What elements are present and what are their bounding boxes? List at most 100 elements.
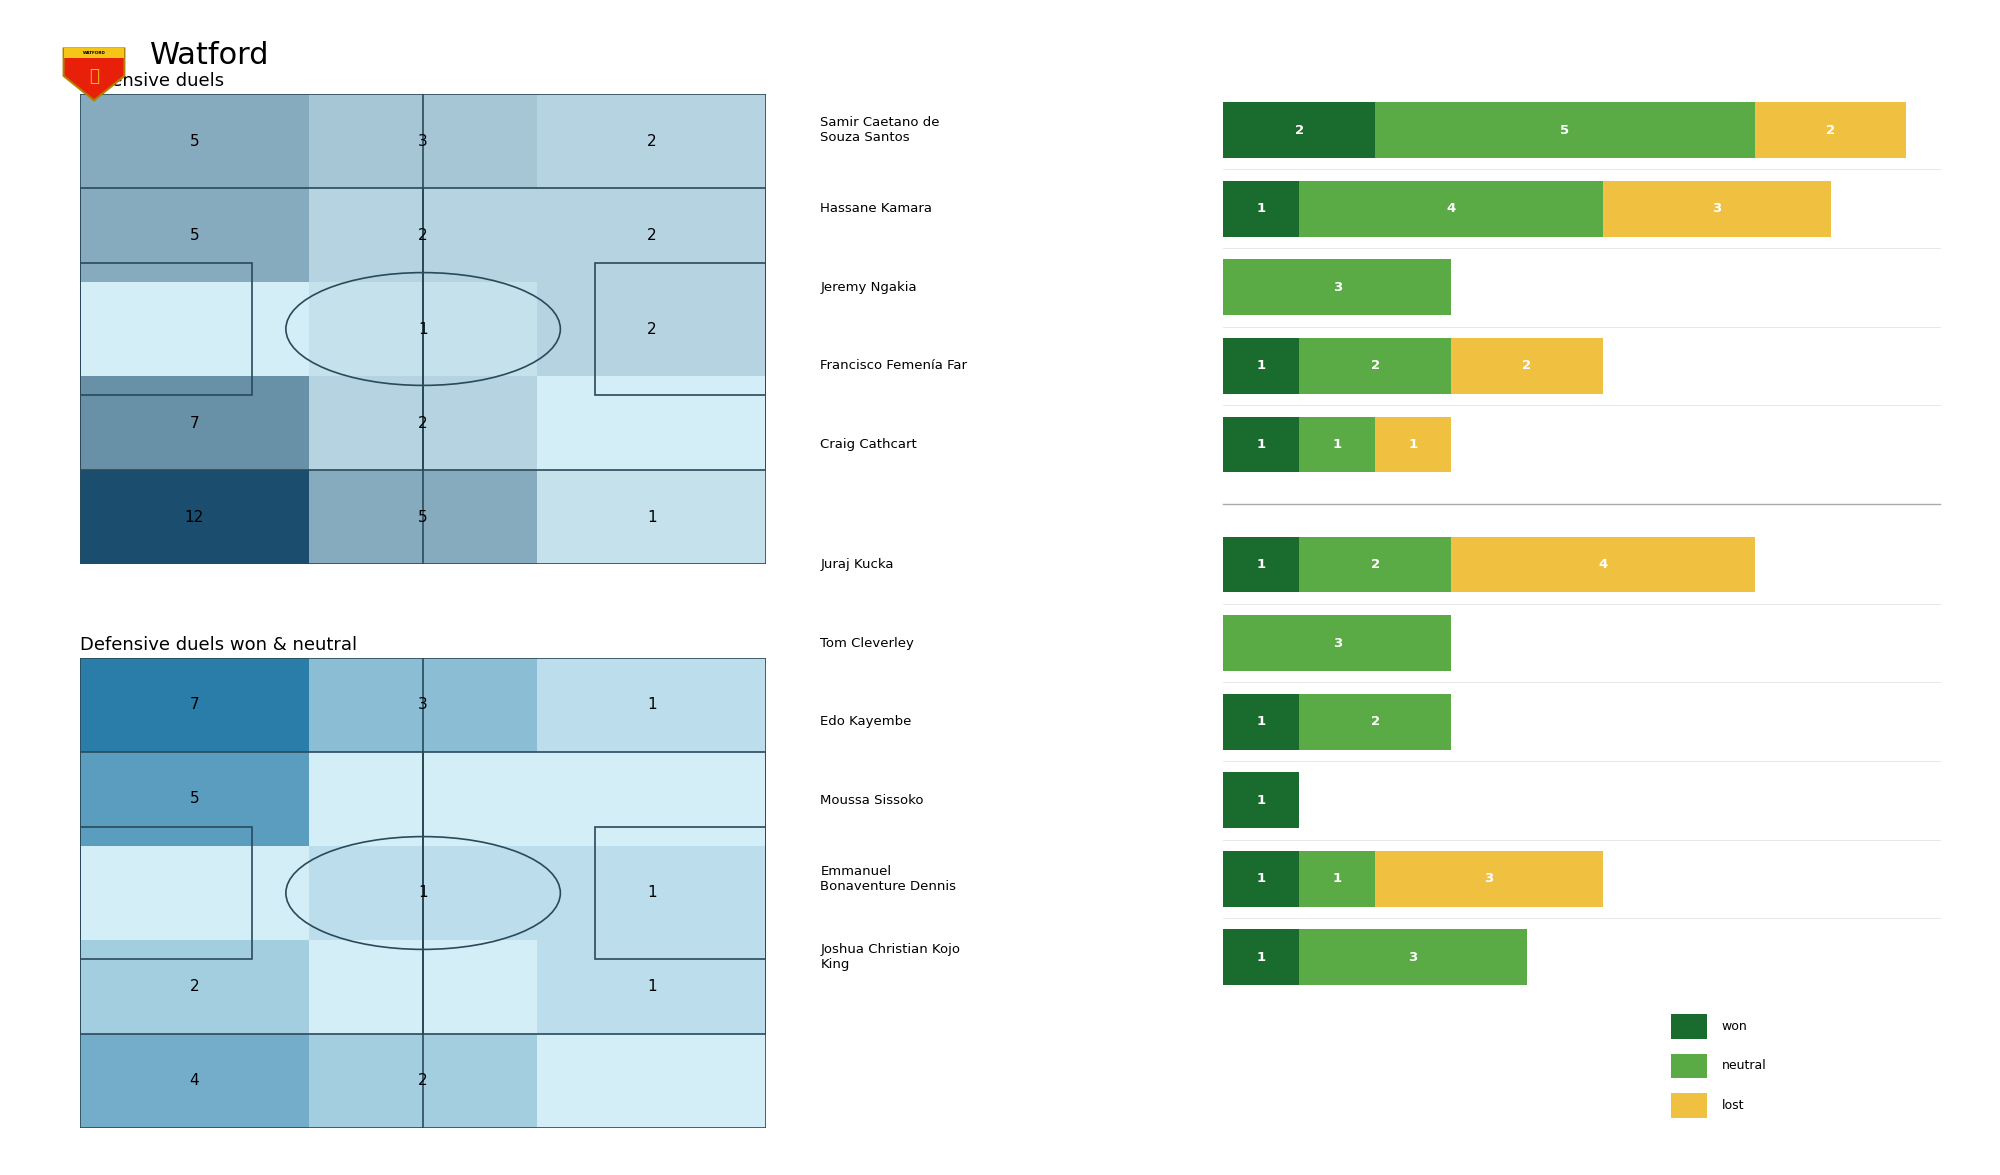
Text: 2: 2: [418, 1074, 428, 1088]
Bar: [594, 827, 766, 959]
Bar: [1300, 417, 1376, 472]
Bar: [1376, 417, 1452, 472]
Text: 5: 5: [190, 228, 200, 242]
Bar: [424, 188, 766, 470]
Text: 1: 1: [648, 886, 656, 900]
Bar: [538, 188, 766, 282]
Bar: [538, 940, 766, 1034]
Polygon shape: [64, 48, 124, 100]
Text: Hassane Kamara: Hassane Kamara: [820, 202, 932, 215]
Bar: [308, 376, 538, 470]
Text: 3: 3: [1332, 637, 1342, 650]
Bar: [1452, 338, 1602, 394]
Text: won: won: [1722, 1020, 1748, 1033]
Bar: [538, 846, 766, 940]
Bar: [80, 846, 308, 940]
Text: 1: 1: [1256, 872, 1266, 885]
Text: 3: 3: [1712, 202, 1722, 215]
Bar: [80, 752, 308, 846]
Bar: [1300, 851, 1376, 907]
Bar: [308, 188, 538, 282]
Text: lost: lost: [1722, 1099, 1744, 1112]
Text: 1: 1: [648, 510, 656, 524]
Text: 7: 7: [190, 416, 200, 430]
Bar: [1754, 102, 1906, 159]
Bar: [80, 282, 308, 376]
Bar: [308, 752, 538, 846]
Bar: [538, 470, 766, 564]
Bar: [1300, 693, 1452, 750]
Text: Francisco Femenía Far: Francisco Femenía Far: [820, 360, 968, 372]
Bar: [80, 188, 424, 470]
Text: 1: 1: [1256, 951, 1266, 963]
Bar: [80, 1034, 308, 1128]
Bar: [1376, 102, 1754, 159]
Bar: [80, 940, 308, 1034]
Bar: [308, 940, 538, 1034]
Bar: [1672, 1014, 1708, 1039]
Bar: [424, 752, 766, 1034]
Text: 12: 12: [184, 510, 204, 524]
Text: 1: 1: [1256, 438, 1266, 451]
Text: 4: 4: [1446, 202, 1456, 215]
Bar: [1224, 181, 1300, 236]
Bar: [1672, 1093, 1708, 1117]
Bar: [1224, 616, 1452, 671]
Text: 3: 3: [418, 134, 428, 148]
Bar: [1300, 181, 1602, 236]
Bar: [1224, 417, 1300, 472]
Bar: [1224, 102, 1376, 159]
Bar: [594, 263, 766, 395]
Bar: [308, 658, 538, 752]
Text: 5: 5: [418, 510, 428, 524]
Bar: [1602, 181, 1830, 236]
Bar: [538, 94, 766, 188]
Text: 1: 1: [1256, 360, 1266, 372]
Text: 1: 1: [648, 698, 656, 712]
Text: 2: 2: [418, 228, 428, 242]
Bar: [80, 94, 308, 188]
Bar: [1376, 851, 1602, 907]
Text: Juraj Kucka: Juraj Kucka: [820, 558, 894, 571]
Text: 1: 1: [1256, 202, 1266, 215]
Text: 1: 1: [418, 886, 428, 900]
Text: Joshua Christian Kojo
King: Joshua Christian Kojo King: [820, 944, 960, 972]
Text: 1: 1: [1332, 872, 1342, 885]
Bar: [308, 282, 538, 376]
Bar: [308, 470, 538, 564]
Text: 2: 2: [1522, 360, 1532, 372]
Text: ⚽: ⚽: [88, 67, 100, 85]
Text: 4: 4: [1598, 558, 1608, 571]
Bar: [1224, 851, 1300, 907]
Text: 7: 7: [190, 698, 200, 712]
Text: 5: 5: [190, 134, 200, 148]
Bar: [1224, 693, 1300, 750]
Text: WATFORD: WATFORD: [82, 52, 106, 55]
Bar: [80, 658, 308, 752]
Bar: [308, 94, 538, 188]
Polygon shape: [64, 48, 124, 58]
Bar: [1300, 338, 1452, 394]
Text: Edo Kayembe: Edo Kayembe: [820, 716, 912, 728]
Text: 3: 3: [1484, 872, 1494, 885]
Text: 2: 2: [418, 416, 428, 430]
Text: Craig Cathcart: Craig Cathcart: [820, 438, 918, 451]
Bar: [538, 282, 766, 376]
Text: Samir Caetano de
Souza Santos: Samir Caetano de Souza Santos: [820, 116, 940, 145]
Text: 1: 1: [1256, 794, 1266, 807]
Bar: [1224, 537, 1300, 592]
Text: 1: 1: [1408, 438, 1418, 451]
Bar: [1452, 537, 1754, 592]
Text: Defensive duels: Defensive duels: [80, 72, 224, 89]
Text: 3: 3: [1332, 281, 1342, 294]
Bar: [80, 827, 252, 959]
Text: 2: 2: [1826, 123, 1836, 136]
Text: Emmanuel
Bonaventure Dennis: Emmanuel Bonaventure Dennis: [820, 865, 956, 893]
Text: 5: 5: [190, 792, 200, 806]
Text: 1: 1: [418, 322, 428, 336]
Text: 1: 1: [1256, 558, 1266, 571]
Text: 2: 2: [190, 980, 200, 994]
Text: Watford: Watford: [150, 41, 270, 70]
Bar: [308, 1034, 538, 1128]
Text: Tom Cleverley: Tom Cleverley: [820, 637, 914, 650]
